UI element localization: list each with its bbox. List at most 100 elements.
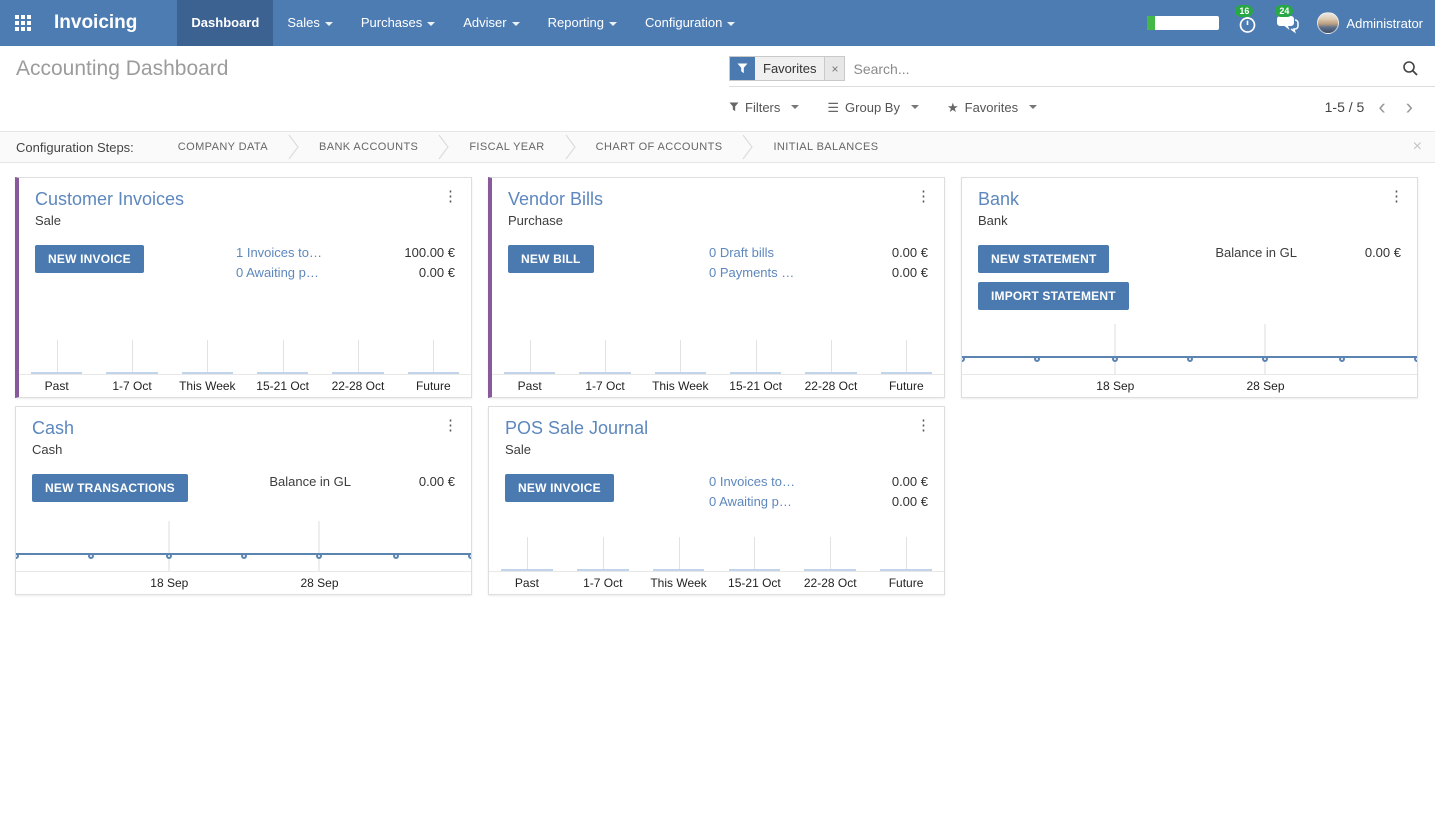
stat-link[interactable]: 0 Payments …: [709, 265, 795, 280]
x-axis-label: Past: [517, 379, 542, 393]
stat-amount: 0.00 €: [418, 265, 455, 280]
card-title[interactable]: Customer Invoices: [35, 189, 185, 209]
card-menu-button[interactable]: ⋮: [1389, 188, 1404, 205]
gridline: [604, 340, 606, 374]
nav-item-label: Purchases: [360, 15, 423, 30]
new-invoice-button[interactable]: NEW INVOICE: [505, 474, 614, 502]
search-button[interactable]: [1396, 60, 1435, 77]
data-point-marker: [1112, 356, 1119, 362]
import-statement-button[interactable]: IMPORT STATEMENT: [978, 282, 1129, 310]
gridline: [906, 340, 908, 374]
x-axis-label: 1-7 Oct: [112, 379, 152, 393]
user-menu[interactable]: Administrator: [1317, 12, 1423, 34]
x-axis-label: 28 Sep: [300, 576, 339, 590]
card-balance: Balance in GL 0.00 €: [269, 474, 455, 489]
bar-columns: [19, 319, 471, 374]
config-step-chart-of-accounts[interactable]: CHART OF ACCOUNTS: [595, 141, 723, 153]
x-axis-label: 22-28 Oct: [804, 379, 858, 393]
stat-amount: 0.00 €: [891, 474, 928, 489]
stat-link[interactable]: 0 Awaiting p…: [236, 265, 319, 280]
config-step-fiscal-year[interactable]: FISCAL YEAR: [469, 141, 545, 153]
card-stats: 0 Draft bills 0.00 € 0 Payments … 0.00 €: [709, 245, 928, 280]
chevron-separator-icon: [288, 134, 299, 160]
zero-value-bar: [504, 372, 556, 374]
gridline: [526, 537, 528, 571]
nav-item-configuration[interactable]: Configuration: [631, 0, 749, 46]
card-menu-button[interactable]: ⋮: [443, 417, 458, 434]
apps-menu-button[interactable]: [0, 0, 46, 46]
stat-link[interactable]: 0 Awaiting p…: [709, 494, 792, 509]
nav-item-sales[interactable]: Sales: [273, 0, 347, 46]
zero-value-bar: [880, 372, 932, 374]
zero-value-bar: [106, 372, 158, 374]
configuration-steps-close-button[interactable]: ×: [1412, 138, 1422, 155]
chevron-separator-icon: [438, 134, 450, 160]
pager-previous-button[interactable]: ‹: [1378, 94, 1386, 119]
bar-column: [492, 319, 567, 374]
group-by-button[interactable]: ☰ Group By: [827, 100, 919, 115]
stat-link[interactable]: 1 Invoices to…: [236, 245, 322, 260]
data-point-marker: [1338, 356, 1345, 362]
stat-link[interactable]: 0 Draft bills: [709, 245, 775, 260]
card-title[interactable]: Vendor Bills: [508, 189, 604, 209]
nav-item-adviser[interactable]: Adviser: [449, 0, 533, 46]
gridline: [602, 537, 604, 571]
bar-column: [565, 516, 641, 571]
magnifier-icon: [1403, 61, 1418, 76]
x-axis-label: 22-28 Oct: [331, 379, 385, 393]
x-axis-labels: Past 1-7 Oct This Week 15-21 Oct 22-28 Oct Fu…: [489, 576, 944, 590]
x-axis-label: Future: [415, 379, 451, 393]
filters-button[interactable]: Filters: [729, 100, 800, 115]
card-subtitle: Bank: [978, 213, 1008, 228]
card-title[interactable]: Cash: [32, 418, 75, 438]
chevron-down-icon: [609, 21, 617, 26]
nav-item-dashboard[interactable]: Dashboard: [177, 0, 274, 46]
new-invoice-button[interactable]: NEW INVOICE: [35, 245, 144, 273]
facet-label: Favorites: [763, 61, 817, 76]
pager-next-button[interactable]: ›: [1405, 94, 1413, 119]
messages-button[interactable]: 24: [1275, 5, 1300, 34]
x-axis-label: 28 Sep: [1246, 379, 1285, 393]
card-title[interactable]: POS Sale Journal: [505, 418, 649, 438]
x-axis-label: 1-7 Oct: [583, 576, 623, 590]
card-menu-button[interactable]: ⋮: [443, 188, 458, 205]
gridline: [168, 521, 170, 571]
activities-button[interactable]: 16: [1235, 4, 1259, 35]
progress-bar: [1147, 16, 1220, 30]
stat-link[interactable]: 0 Invoices to…: [709, 474, 795, 489]
new-statement-button[interactable]: NEW STATEMENT: [978, 245, 1110, 273]
config-step-company-data[interactable]: COMPANY DATA: [177, 141, 268, 153]
card-menu-button[interactable]: ⋮: [916, 188, 931, 205]
x-axis-label: This Week: [650, 576, 707, 590]
gridline: [680, 340, 682, 374]
nav-item-reporting[interactable]: Reporting: [534, 0, 631, 46]
config-step-initial-balances[interactable]: INITIAL BALANCES: [773, 141, 879, 153]
progress-fill: [1147, 16, 1155, 30]
dashboard-content: ⋮ Customer Invoices Sale NEW INVOICE 1 Invoi…: [0, 163, 1435, 595]
app-brand[interactable]: Invoicing: [54, 12, 138, 33]
card-menu-button[interactable]: ⋮: [916, 417, 931, 434]
balance-label: Balance in GL: [1215, 245, 1297, 260]
data-point-marker: [316, 553, 323, 559]
stat-amount: 0.00 €: [891, 245, 928, 260]
card-title[interactable]: Bank: [978, 189, 1020, 209]
card-buttons: NEW STATEMENT IMPORT STATEMENT: [978, 245, 1129, 310]
chevron-down-icon: [511, 21, 520, 26]
config-step-bank-accounts[interactable]: BANK ACCOUNTS: [318, 141, 419, 153]
favorites-button[interactable]: ★ Favorites: [947, 100, 1038, 115]
main-menu: Dashboard Sales Purchases Adviser Reporting C…: [177, 0, 749, 46]
nav-item-purchases[interactable]: Purchases: [347, 0, 449, 46]
pager-value[interactable]: 1-5 / 5: [1324, 99, 1365, 115]
zero-value-bar: [257, 372, 309, 374]
new-transactions-button[interactable]: NEW TRANSACTIONS: [32, 474, 188, 502]
bar-columns: [489, 516, 944, 571]
facet-remove-button[interactable]: ×: [824, 57, 845, 80]
chevron-separator-icon: [742, 134, 754, 160]
zero-value-bar: [579, 372, 631, 374]
balance-line-chart: 18 Sep 28 Sep: [16, 516, 471, 594]
data-point-marker: [16, 553, 19, 559]
new-bill-button[interactable]: NEW BILL: [508, 245, 594, 273]
search-input[interactable]: [845, 60, 1396, 77]
page-title: Accounting Dashboard: [16, 57, 229, 80]
bar-column: [567, 319, 642, 374]
